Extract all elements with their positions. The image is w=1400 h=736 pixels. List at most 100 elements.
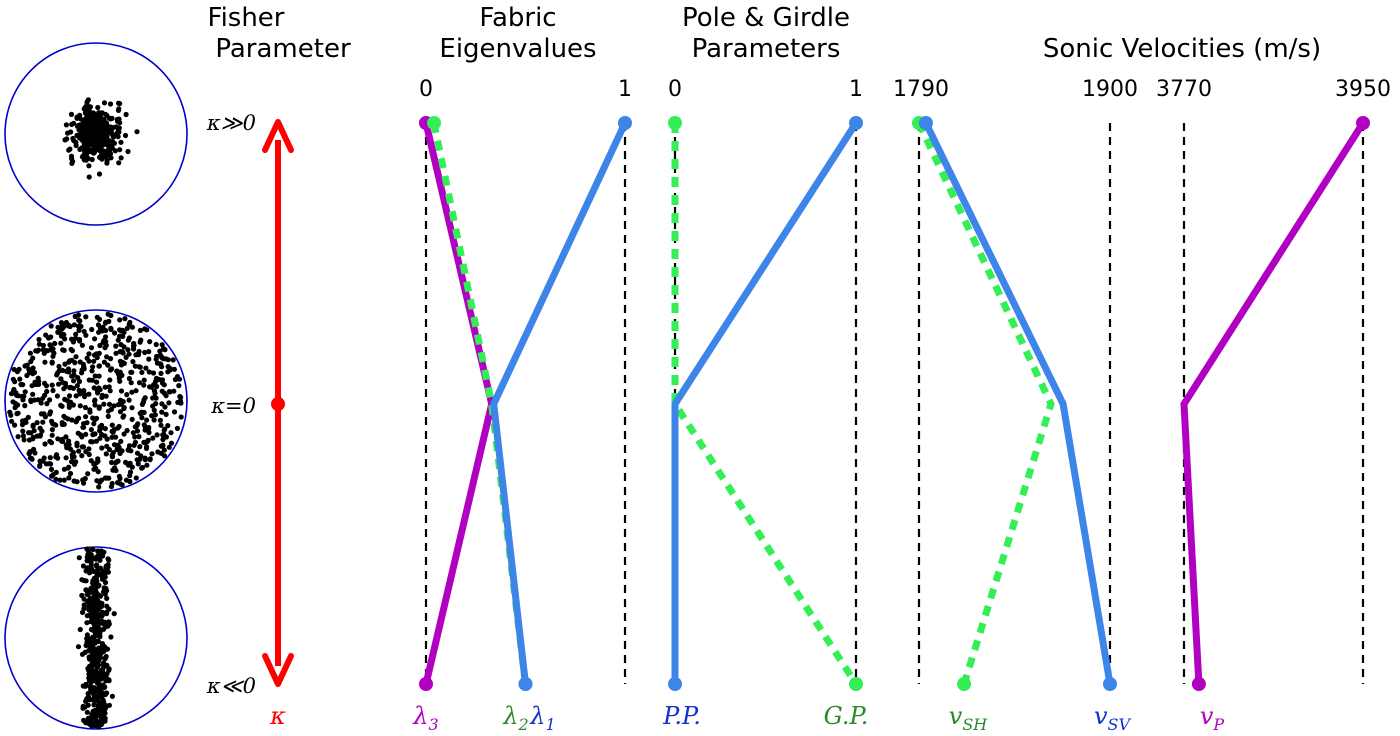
stereonet-point [81,577,87,584]
stereonet-point [118,401,124,407]
series-label-vSV: vSV [1094,702,1132,734]
stereonet-point [66,147,72,153]
stereonet-point [148,384,154,390]
stereonet-point [36,341,43,347]
stereonet-point [85,128,91,135]
stereonet-point [134,428,141,434]
stereonet-point [37,463,43,469]
stereonet-point [104,671,110,677]
tick-label-max: 1 [618,77,632,102]
stereonet-point [161,427,167,433]
stereonet-point [34,348,41,354]
stereonet-point [109,366,115,372]
stereonet-point [159,409,165,415]
fisher-title-line-1: Fisher [208,3,285,33]
stereonet-point [69,357,75,363]
stereonet-point [117,378,123,384]
stereonet-point [50,472,56,478]
stereonet-point [87,409,93,415]
stereonet-point [49,418,55,424]
series-point-vP [1191,677,1206,691]
stereonet-point [142,457,148,463]
stereonet-point [84,635,90,642]
stereonet-point [90,546,96,553]
stereonet-point [99,649,106,655]
stereonet-point [74,132,80,138]
stereonet-point [81,328,87,335]
stereonet-point [15,410,21,416]
stereonet-point [71,454,77,460]
stereonet-point [105,413,111,419]
stereonet-point [102,475,108,481]
stereonet-point [101,401,107,407]
stereonet-point [131,346,137,352]
stereonet-point [80,563,87,569]
stereonet-point [87,683,93,689]
stereonet-point [99,394,105,400]
stereonet-point [123,111,129,118]
stereonet-point [106,666,112,672]
stereonet-point [144,462,150,468]
series-label-P.P.: P.P. [662,702,701,730]
stereonet-point [68,346,74,353]
stereonet-point [42,359,48,365]
stereonet-point [75,123,81,129]
tick-label-min: 1790 [893,77,949,102]
pole-girdle-title-line-2: Parameters [692,34,841,64]
stereonet-point [30,391,36,397]
series-label-vP: vP [1200,702,1225,734]
stereonet-point [151,388,157,394]
stereonet-point [86,110,92,116]
stereonet-point [95,624,101,630]
stereonet-point [83,431,89,437]
stereonet-point [128,380,134,386]
stereonet-point [141,382,147,388]
stereonet-point [154,432,160,438]
stereonet-point [121,431,127,437]
stereonet-point [84,101,90,108]
stereonet-point [15,434,21,440]
stereonet-point [26,366,32,372]
stereonet-point [113,124,119,130]
stereonet-point [95,469,101,475]
stereonet-point [95,658,102,664]
stereonet-point [100,123,106,129]
stereonet-point [37,425,43,431]
stereonet-point [73,393,79,399]
stereonet-point [94,709,100,715]
stereonet-point [144,417,150,423]
stereonet-point [75,644,82,650]
stereonet-point [96,373,102,379]
stereonet-point [87,587,93,593]
series-point-G.P. [849,677,863,691]
stereonet-point [75,430,81,436]
stereonet-point [144,444,150,450]
stereonet-point [161,447,167,453]
stereonet-point [102,579,109,586]
stereonet-point [49,359,55,365]
stereonet-point [71,478,77,484]
stereonet-point [49,432,55,438]
panel-pole-girdle-parameters: 0 1 G.P. P.P. [662,77,868,730]
stereonet-point [132,363,138,369]
stereonet-point [119,448,125,454]
stereonet-point [84,119,91,125]
stereonet-point [63,122,69,128]
stereonet-point [54,393,61,399]
stereonet-point [82,149,88,155]
stereonet-point [87,720,93,726]
stereonet-point [89,368,95,374]
fisher-arrow-down [262,653,294,687]
stereonet-point [103,393,109,399]
stereonet-point [117,409,123,415]
stereonet-point [168,440,175,446]
stereonet-point [17,376,23,382]
stereonet-point [101,717,108,724]
series-line-λ1 [490,121,629,685]
stereonet-point [58,340,64,346]
stereonet-point [62,137,68,143]
stereonet-point [79,122,85,129]
stereonet-point [92,373,98,379]
stereonet-point [106,678,112,684]
stereonet-point [93,351,99,357]
